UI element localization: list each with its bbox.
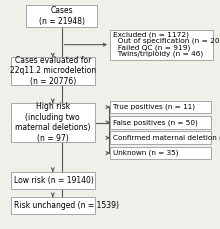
FancyBboxPatch shape [11,197,95,214]
FancyBboxPatch shape [110,116,211,129]
FancyBboxPatch shape [110,101,211,113]
Text: Confirmed maternal deletion (n = 1): Confirmed maternal deletion (n = 1) [113,134,220,141]
FancyBboxPatch shape [11,103,95,142]
FancyBboxPatch shape [110,147,211,159]
FancyBboxPatch shape [26,5,97,27]
Text: Failed QC (n = 919): Failed QC (n = 919) [113,44,190,51]
FancyBboxPatch shape [110,131,211,144]
Text: Unknown (n = 35): Unknown (n = 35) [113,150,179,156]
FancyBboxPatch shape [11,57,95,85]
Text: High risk
(including two
maternal deletions)
(n = 97): High risk (including two maternal deleti… [15,102,91,143]
FancyBboxPatch shape [110,30,213,60]
Text: False positives (n = 50): False positives (n = 50) [113,119,198,126]
FancyBboxPatch shape [11,172,95,189]
Text: True positives (n = 11): True positives (n = 11) [113,104,195,110]
Text: Out of specification (n = 207): Out of specification (n = 207) [113,38,220,44]
Text: Low risk (n = 19140): Low risk (n = 19140) [14,176,94,185]
Text: Cases
(n = 21948): Cases (n = 21948) [38,6,85,26]
Text: Excluded (n = 1172): Excluded (n = 1172) [113,31,189,38]
Text: Risk unchanged (n = 1539): Risk unchanged (n = 1539) [14,201,119,210]
Text: Twins/triploidy (n = 46): Twins/triploidy (n = 46) [113,51,203,57]
Text: Cases evaluated for
22q11.2 microdeletion
(n = 20776): Cases evaluated for 22q11.2 microdeletio… [10,56,96,86]
